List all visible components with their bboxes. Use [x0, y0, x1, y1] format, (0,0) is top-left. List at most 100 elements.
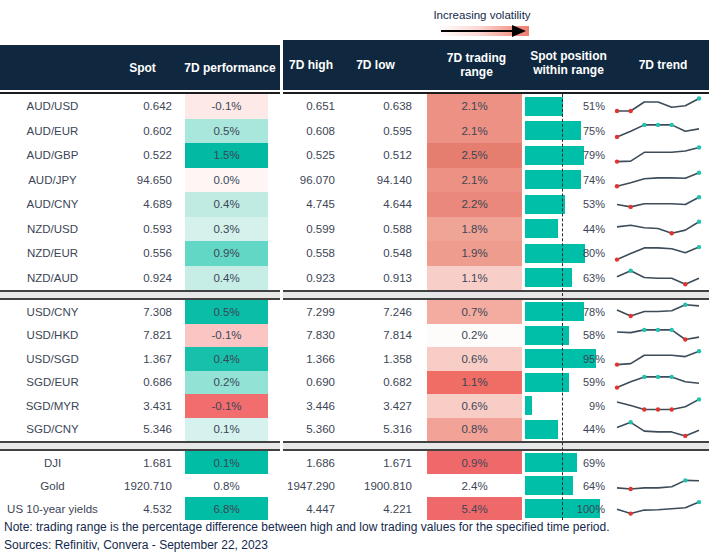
trading-range-cell: 2.2% [427, 192, 522, 217]
position-cell: 100% [525, 497, 605, 520]
trading-range-cell: 2.4% [427, 474, 522, 497]
col-header-performance: 7D performance [180, 45, 280, 90]
instrument-label: US 10-year yields [0, 497, 105, 520]
position-cell: 95% [525, 347, 605, 371]
position-bar [525, 97, 563, 116]
position-percent: 59% [583, 371, 605, 395]
high-value: 0.599 [285, 217, 335, 242]
position-percent: 74% [583, 168, 605, 193]
low-value: 3.427 [335, 394, 412, 418]
table-row: AUD/JPY 94.650 0.0% 96.070 94.140 2.1% 7… [0, 168, 709, 193]
spot-value: 1.367 [105, 347, 180, 371]
performance-cell: 0.2% [185, 371, 268, 395]
performance-cell: 6.8% [185, 497, 268, 520]
performance-cell: 0.4% [185, 266, 268, 291]
group-divider [0, 290, 709, 300]
table-row: AUD/EUR 0.602 0.5% 0.608 0.595 2.1% 75% [0, 119, 709, 144]
trend-sparkline [613, 497, 703, 520]
position-percent: 53% [583, 192, 605, 217]
instrument-label: SGD/CNY [0, 418, 105, 442]
low-value: 5.316 [335, 418, 412, 442]
position-percent: 79% [583, 143, 605, 168]
low-value: 0.595 [335, 119, 412, 144]
trading-range-cell: 0.7% [427, 300, 522, 324]
low-value: 1.671 [335, 451, 412, 474]
position-bar [525, 219, 558, 238]
position-percent: 95% [583, 347, 605, 371]
col-header-low: 7D low [337, 40, 414, 90]
spot-value: 0.593 [105, 217, 180, 242]
trend-sparkline [613, 192, 703, 217]
position-cell: 44% [525, 418, 605, 442]
table-row: SGD/EUR 0.686 0.2% 0.690 0.682 1.1% 59% [0, 371, 709, 395]
header-left-block: Spot 7D performance [0, 45, 280, 90]
range-midpoint-dashed-line [562, 94, 563, 520]
trend-sparkline [613, 143, 703, 168]
low-value: 0.682 [335, 371, 412, 395]
position-percent: 69% [583, 451, 605, 474]
spot-value: 0.522 [105, 143, 180, 168]
position-percent: 9% [589, 394, 605, 418]
performance-cell: 0.1% [185, 451, 268, 474]
position-percent: 100% [577, 497, 605, 520]
table-row: AUD/GBP 0.522 1.5% 0.525 0.512 2.5% 79% [0, 143, 709, 168]
high-value: 1947.290 [285, 474, 335, 497]
low-value: 0.638 [335, 94, 412, 119]
instrument-label: Gold [0, 474, 105, 497]
high-value: 96.070 [285, 168, 335, 193]
position-percent: 64% [583, 474, 605, 497]
instrument-label: NZD/USD [0, 217, 105, 242]
position-cell: 78% [525, 300, 605, 324]
table-row: DJI 1.681 0.1% 1.686 1.671 0.9% 69% [0, 451, 709, 474]
position-bar [525, 268, 572, 287]
col-header-trading-range: 7D trading range [429, 40, 524, 90]
trading-range-cell: 2.1% [427, 168, 522, 193]
position-cell: 75% [525, 119, 605, 144]
position-percent: 78% [583, 300, 605, 324]
trading-range-cell: 0.2% [427, 324, 522, 348]
table-row: Gold 1920.710 0.8% 1947.290 1900.810 2.4… [0, 474, 709, 497]
high-value: 1.686 [285, 451, 335, 474]
table-row: NZD/EUR 0.556 0.9% 0.558 0.548 1.9% 80% [0, 241, 709, 266]
performance-cell: -0.1% [185, 94, 268, 119]
trend-sparkline [613, 347, 703, 371]
high-value: 0.558 [285, 241, 335, 266]
position-bar [525, 146, 584, 165]
instrument-label: USD/CNY [0, 300, 105, 324]
low-value: 0.512 [335, 143, 412, 168]
table-body: AUD/USD 0.642 -0.1% 0.651 0.638 2.1% 51%… [0, 94, 709, 520]
trading-range-cell: 2.5% [427, 143, 522, 168]
trading-range-cell: 1.1% [427, 371, 522, 395]
table-group: USD/CNY 7.308 0.5% 7.299 7.246 0.7% 78% … [0, 300, 709, 441]
low-value: 0.548 [335, 241, 412, 266]
performance-cell: 0.4% [185, 192, 268, 217]
high-value: 0.690 [285, 371, 335, 395]
high-value: 7.830 [285, 324, 335, 348]
position-cell: 63% [525, 266, 605, 291]
performance-cell: -0.1% [185, 324, 268, 348]
trend-sparkline [613, 394, 703, 418]
spot-value: 0.642 [105, 94, 180, 119]
low-value: 94.140 [335, 168, 412, 193]
instrument-label: USD/SGD [0, 347, 105, 371]
position-bar [525, 476, 573, 495]
trend-sparkline [613, 371, 703, 395]
col-header-spot: Spot [105, 45, 180, 90]
table-row: USD/HKD 7.821 -0.1% 7.830 7.814 0.2% 58% [0, 324, 709, 348]
position-cell: 69% [525, 451, 605, 474]
trend-sparkline [613, 266, 703, 291]
low-value: 7.246 [335, 300, 412, 324]
trading-range-cell: 1.1% [427, 266, 522, 291]
position-percent: 63% [583, 266, 605, 291]
position-bar [525, 420, 558, 439]
position-percent: 75% [583, 119, 605, 144]
spot-value: 4.532 [105, 497, 180, 520]
high-value: 4.745 [285, 192, 335, 217]
trend-sparkline [613, 324, 703, 348]
trading-range-cell: 2.1% [427, 119, 522, 144]
position-cell: 80% [525, 241, 605, 266]
spot-value: 3.431 [105, 394, 180, 418]
col-header-high: 7D high [285, 40, 337, 90]
performance-cell: 0.9% [185, 241, 268, 266]
low-value: 4.221 [335, 497, 412, 520]
